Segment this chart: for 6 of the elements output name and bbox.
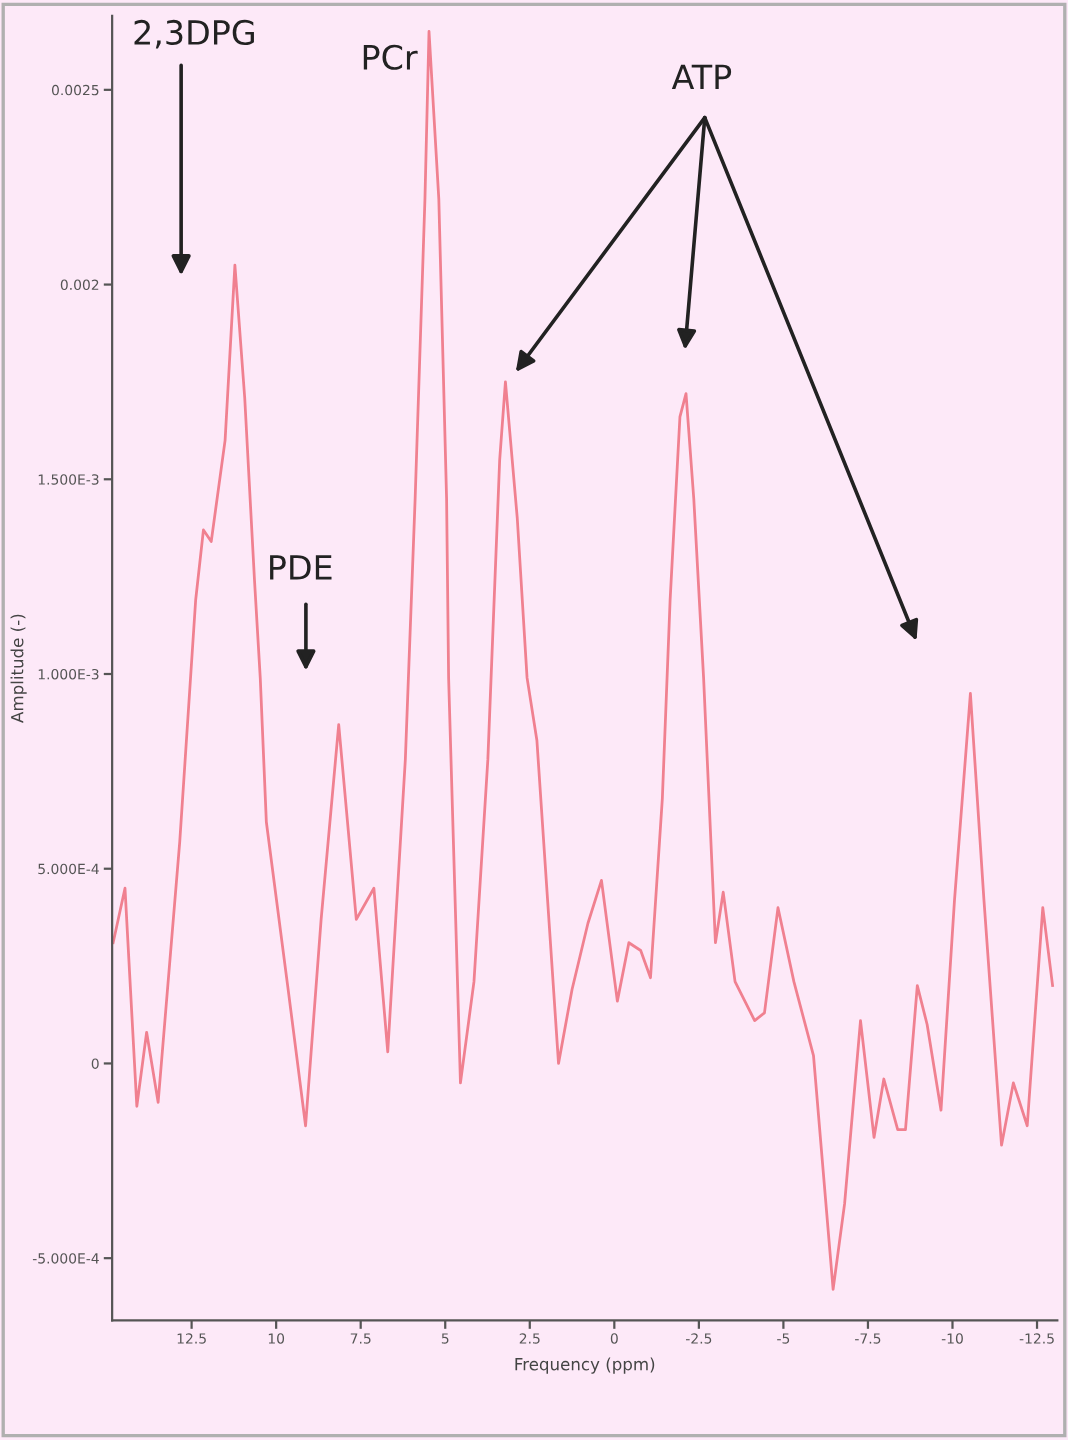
y-axis-title: Amplitude (-) [10, 614, 27, 723]
annotation: ATP [671, 64, 732, 89]
annotation: PDE [270, 555, 332, 580]
annotation: PCr [363, 44, 418, 70]
annotation: 2,3DPG [134, 19, 254, 49]
x-axis-title: Frequency (ppm) [515, 1357, 655, 1374]
